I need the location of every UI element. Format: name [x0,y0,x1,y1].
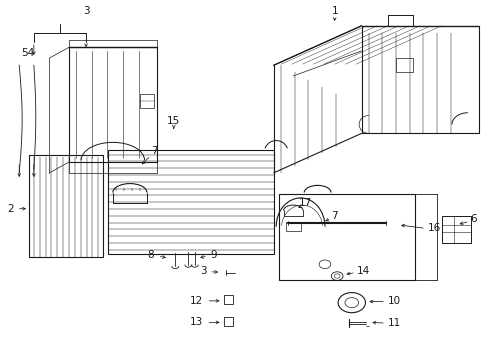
Text: 54: 54 [21,48,34,58]
Text: 3: 3 [199,266,206,276]
Bar [441,216,470,243]
Bar [224,296,232,305]
Text: 8: 8 [147,249,154,260]
Bar [224,317,232,326]
Text: 10: 10 [386,296,400,306]
Text: 1: 1 [331,6,337,17]
Bar [395,58,412,72]
Text: 6: 6 [469,215,476,224]
Text: 17: 17 [298,198,311,208]
Text: 9: 9 [210,249,217,260]
Text: 7: 7 [331,211,337,221]
Text: 2: 2 [7,204,14,214]
Text: 14: 14 [356,266,369,276]
Text: 15: 15 [167,116,180,126]
Text: 13: 13 [190,318,203,327]
Text: 7: 7 [151,146,157,156]
Text: 11: 11 [386,319,400,328]
Bar [140,94,154,108]
Text: 16: 16 [427,224,440,233]
Text: 3: 3 [82,6,89,17]
Text: 12: 12 [190,296,203,306]
